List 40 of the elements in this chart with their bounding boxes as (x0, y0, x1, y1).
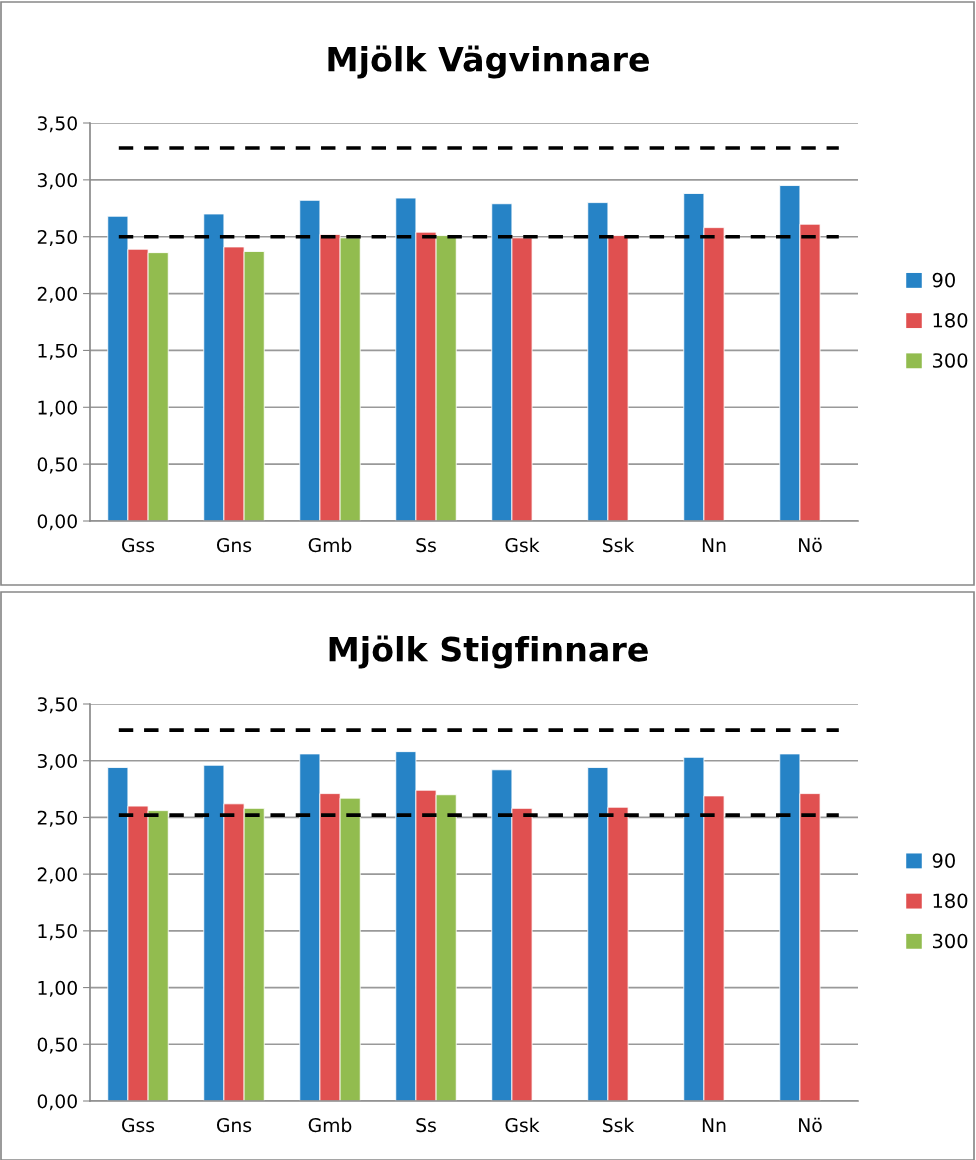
y-tick-label: 1,50 (38, 343, 77, 360)
legend-label: 300 (932, 933, 968, 949)
x-tick-label: Gns (216, 1118, 252, 1133)
y-tick-label: 3,50 (37, 697, 77, 714)
y-tick-label: 1,00 (38, 400, 77, 417)
x-tick-label: Gsk (505, 1117, 540, 1133)
legend-label: 90 (932, 272, 955, 288)
x-tick-label: Gmb (308, 1117, 352, 1133)
x-tick-label: Ss (416, 538, 436, 553)
legend-label: 90 (932, 853, 955, 868)
x-tick-label: Gns (216, 538, 252, 553)
y-tick-label: 0,50 (37, 1037, 77, 1054)
x-tick-label: Ssk (602, 537, 635, 553)
legend-label: 300 (932, 353, 968, 368)
x-tick-label: Gmb (308, 537, 352, 553)
y-tick-label: 3,00 (37, 173, 77, 190)
y-tick-label: 2,50 (37, 810, 77, 827)
y-tick-label: 1,00 (38, 980, 77, 997)
x-tick-label: Gsk (505, 537, 540, 553)
x-tick-label: Nö (799, 537, 822, 553)
x-tick-label: Ssk (602, 1117, 635, 1133)
y-tick-label: 3,00 (37, 753, 77, 771)
y-tick-label: 2,00 (37, 286, 77, 303)
x-tick-label: Nn (702, 538, 726, 552)
y-tick-label: 0,50 (37, 457, 77, 474)
legend-label: 180 (933, 893, 968, 909)
y-tick-label: 0,00 (37, 514, 77, 531)
x-tick-label: Gss (122, 538, 155, 553)
y-tick-label: 3,50 (37, 116, 77, 133)
x-tick-label: Nö (799, 1117, 822, 1133)
y-tick-label: 2,50 (37, 229, 77, 247)
y-tick-label: 0,00 (37, 1094, 77, 1111)
x-tick-label: Gss (122, 1118, 155, 1133)
legend-label: 180 (933, 312, 968, 328)
x-tick-label: Nn (702, 1118, 726, 1132)
y-tick-label: 1,50 (38, 924, 77, 941)
chart-title: Mjölk Vägvinnare (328, 45, 649, 79)
x-tick-label: Ss (416, 1118, 436, 1133)
y-tick-label: 2,00 (37, 867, 77, 884)
chart-title: Mjölk Stigfinnare (329, 635, 648, 669)
